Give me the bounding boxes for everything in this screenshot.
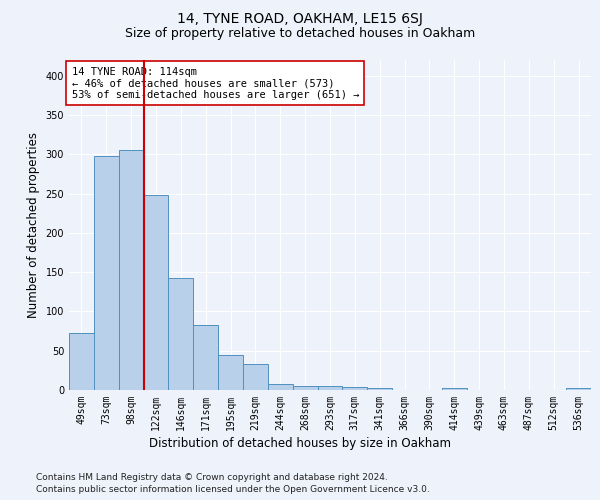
Y-axis label: Number of detached properties: Number of detached properties <box>27 132 40 318</box>
Text: Size of property relative to detached houses in Oakham: Size of property relative to detached ho… <box>125 28 475 40</box>
Bar <box>367 388 392 390</box>
Bar <box>143 195 169 390</box>
Bar <box>94 156 119 390</box>
Bar <box>243 364 268 390</box>
Bar <box>442 388 467 390</box>
Text: Contains public sector information licensed under the Open Government Licence v3: Contains public sector information licen… <box>36 485 430 494</box>
Text: 14, TYNE ROAD, OAKHAM, LE15 6SJ: 14, TYNE ROAD, OAKHAM, LE15 6SJ <box>177 12 423 26</box>
Text: Distribution of detached houses by size in Oakham: Distribution of detached houses by size … <box>149 438 451 450</box>
Bar <box>343 387 367 390</box>
Text: Contains HM Land Registry data © Crown copyright and database right 2024.: Contains HM Land Registry data © Crown c… <box>36 472 388 482</box>
Bar <box>566 388 591 390</box>
Bar <box>293 386 317 390</box>
Bar <box>169 278 193 390</box>
Bar <box>218 356 243 390</box>
Bar <box>69 334 94 390</box>
Bar <box>268 384 293 390</box>
Bar <box>317 386 343 390</box>
Text: 14 TYNE ROAD: 114sqm
← 46% of detached houses are smaller (573)
53% of semi-deta: 14 TYNE ROAD: 114sqm ← 46% of detached h… <box>71 66 359 100</box>
Bar <box>119 150 143 390</box>
Bar <box>193 325 218 390</box>
